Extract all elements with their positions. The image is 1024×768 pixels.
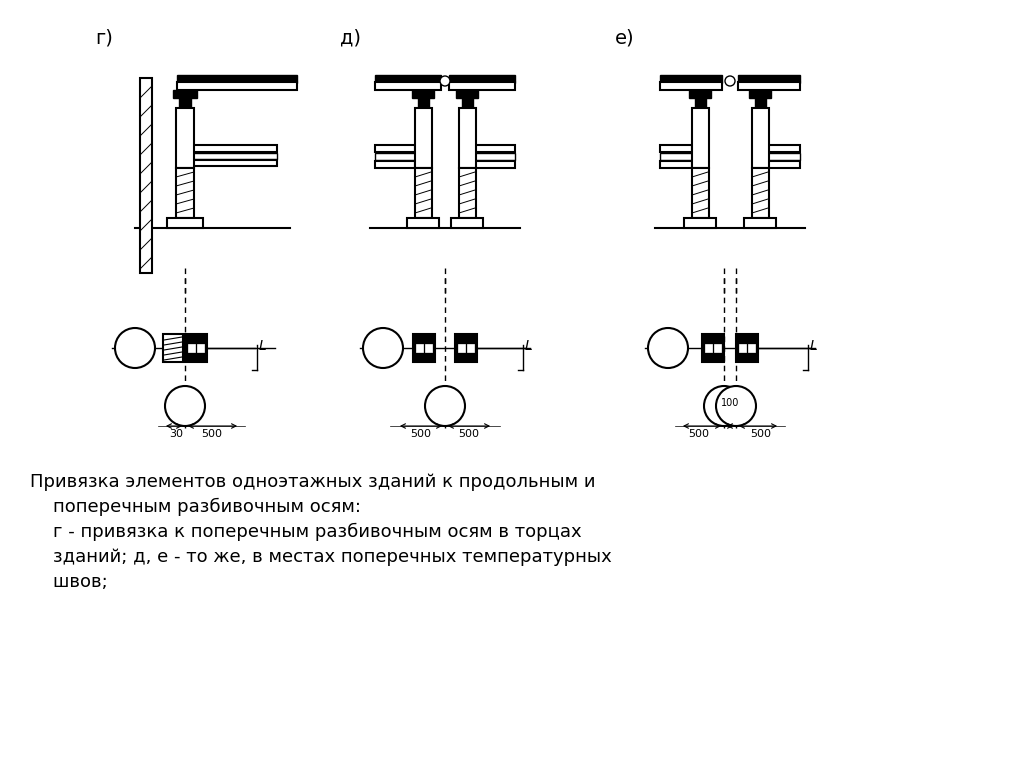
Bar [768, 145, 800, 152]
Bar [177, 153, 278, 159]
Bar [407, 218, 439, 228]
Text: г - привязка к поперечным разбивочным осям в торцах: г - привязка к поперечным разбивочным ос… [30, 523, 582, 541]
Bar [739, 344, 746, 352]
Bar [176, 168, 194, 218]
Circle shape [165, 386, 205, 426]
Bar [475, 153, 515, 160]
Bar [179, 98, 191, 108]
Text: L: L [259, 339, 266, 353]
Text: поперечным разбивочным осям:: поперечным разбивочным осям: [30, 498, 361, 516]
Bar [695, 98, 706, 108]
Text: 500: 500 [411, 429, 431, 439]
Bar [660, 82, 722, 90]
Circle shape [115, 328, 155, 368]
Bar [736, 334, 758, 362]
Bar [749, 90, 771, 98]
Circle shape [362, 328, 403, 368]
Bar [167, 218, 203, 228]
Bar [692, 168, 709, 218]
Bar [412, 90, 434, 98]
Bar [752, 168, 769, 218]
Bar [459, 168, 476, 218]
Bar [755, 98, 766, 108]
Bar [752, 108, 769, 168]
Circle shape [440, 76, 450, 86]
Bar [451, 218, 483, 228]
Bar [475, 161, 515, 168]
Bar [177, 145, 278, 152]
Bar [689, 90, 711, 98]
Bar [692, 108, 709, 168]
Bar [462, 98, 473, 108]
Bar [660, 161, 692, 168]
Bar [768, 161, 800, 168]
Text: зданий; д, е - то же, в местах поперечных температурных: зданий; д, е - то же, в местах поперечны… [30, 548, 611, 566]
Bar [660, 75, 722, 83]
Bar [375, 161, 415, 168]
Bar [467, 344, 474, 352]
Bar [748, 344, 755, 352]
Circle shape [705, 386, 744, 426]
Circle shape [425, 386, 465, 426]
Bar [744, 218, 776, 228]
Bar [449, 75, 515, 83]
Bar [415, 168, 432, 218]
Bar [738, 75, 800, 83]
Text: 500: 500 [202, 429, 222, 439]
Text: L: L [810, 339, 818, 353]
Bar [185, 334, 207, 362]
Bar [415, 108, 432, 168]
Text: швов;: швов; [30, 573, 108, 591]
Bar [140, 78, 152, 273]
Bar [416, 344, 423, 352]
Text: 500: 500 [751, 429, 771, 439]
Bar [456, 90, 478, 98]
Bar [177, 160, 278, 166]
Text: г): г) [95, 28, 113, 48]
Bar [660, 153, 692, 160]
Bar [375, 145, 415, 152]
Bar [375, 75, 441, 83]
Bar [738, 82, 800, 90]
Text: е): е) [615, 28, 635, 48]
Text: д): д) [340, 28, 361, 48]
Bar [458, 344, 465, 352]
Bar [413, 334, 435, 362]
Bar [163, 334, 183, 362]
Text: 100: 100 [721, 398, 739, 408]
Bar [425, 344, 432, 352]
Bar [705, 344, 712, 352]
Text: 500: 500 [459, 429, 479, 439]
Circle shape [716, 386, 756, 426]
Circle shape [725, 76, 735, 86]
Bar [177, 75, 297, 83]
Bar [197, 344, 204, 352]
Bar [188, 344, 195, 352]
Text: 30: 30 [169, 429, 183, 439]
Bar [702, 334, 724, 362]
Bar [173, 90, 197, 98]
Bar [475, 145, 515, 152]
Text: Привязка элементов одноэтажных зданий к продольным и: Привязка элементов одноэтажных зданий к … [30, 473, 596, 491]
Bar [418, 98, 429, 108]
Bar [684, 218, 716, 228]
Circle shape [648, 328, 688, 368]
Bar [455, 334, 477, 362]
Bar [660, 145, 692, 152]
Bar [449, 82, 515, 90]
Bar [459, 108, 476, 168]
Bar [375, 82, 441, 90]
Bar [176, 108, 194, 168]
Text: 500: 500 [688, 429, 710, 439]
Bar [714, 344, 721, 352]
Text: L: L [525, 339, 532, 353]
Bar [177, 82, 297, 90]
Bar [768, 153, 800, 160]
Bar [375, 153, 415, 160]
